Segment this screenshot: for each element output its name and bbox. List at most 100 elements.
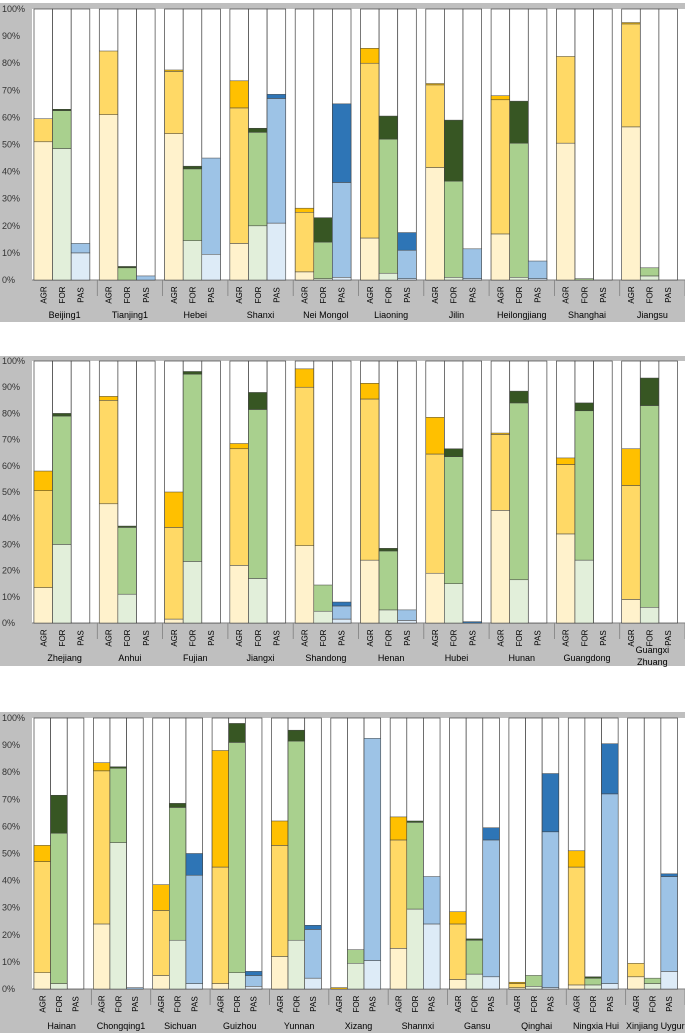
y-tick-label: 100% (2, 713, 25, 723)
bar-segment-for (509, 277, 529, 281)
bar-label-agr: AGR (301, 629, 310, 647)
bar-label-agr: AGR (454, 995, 463, 1013)
y-tick-label: 60% (2, 461, 20, 471)
bar-segment-agr (568, 984, 586, 990)
bar-segment-for (228, 723, 246, 743)
bar-label-for: FOR (384, 629, 393, 646)
bar-segment-pas (245, 986, 263, 990)
province-label: Xinjiang Uygur (626, 1021, 685, 1031)
bar-outline-for (584, 717, 602, 990)
bar-segment-agr (152, 975, 170, 990)
bar-segment-pas (601, 743, 619, 795)
bar-segment-for (347, 963, 365, 990)
province-label: Shandong (305, 653, 346, 663)
bar-segment-for (182, 371, 203, 375)
y-tick-label: 80% (2, 767, 20, 777)
bar-outline-pas (136, 360, 156, 624)
bar-label-for: FOR (589, 995, 598, 1012)
bar-outline-pas (244, 717, 263, 990)
bar-segment-for (52, 148, 72, 281)
bar-segment-for (117, 266, 137, 269)
bar-segment-pas (201, 157, 221, 255)
bar-segment-agr (229, 443, 249, 450)
bar-label-for: FOR (189, 286, 198, 303)
bar-segment-agr (490, 432, 510, 435)
bar-label-for: FOR (580, 286, 589, 303)
bar-segment-agr (360, 398, 380, 561)
bar-segment-agr (164, 133, 184, 281)
bar-segment-for (640, 377, 660, 406)
y-tick-label: 90% (2, 31, 20, 41)
bar-segment-agr (621, 485, 641, 600)
bar-label-for: FOR (233, 995, 242, 1012)
bar-segment-agr (164, 71, 184, 134)
bar-label-agr: AGR (394, 995, 403, 1013)
bar-segment-agr (99, 114, 119, 281)
bar-segment-agr (164, 527, 184, 620)
bar-segment-for (525, 986, 543, 990)
y-tick-label: 70% (2, 435, 20, 445)
bar-segment-for (465, 939, 484, 975)
bar-label-agr: AGR (98, 995, 107, 1013)
bar-label-agr: AGR (562, 629, 571, 647)
y-tick-label: 100% (2, 4, 25, 14)
chart-row-1: 0% 10% 20% 30% 40% 50% 60% 70% 80% 90% 100% AGR FOR P… (0, 3, 685, 322)
bar-segment-agr (627, 976, 645, 990)
bar-label-for: FOR (450, 286, 459, 303)
bar-segment-agr (152, 884, 170, 911)
bar-segment-pas (126, 987, 144, 990)
province-label: Chongqing1 (97, 1021, 146, 1031)
bar-segment-agr (389, 816, 408, 841)
bar-label-agr: AGR (301, 286, 310, 304)
bar-segment-for (287, 740, 305, 941)
bar-segment-pas (660, 971, 678, 990)
bar-segment-pas (397, 609, 417, 621)
bar-segment-for (378, 272, 398, 281)
bar-segment-agr (229, 448, 249, 566)
bar-segment-for (169, 803, 187, 808)
y-tick-label: 60% (2, 112, 20, 122)
bar-label-pas: PAS (309, 996, 318, 1011)
bar-label-for: FOR (55, 995, 64, 1012)
bar-segment-for (182, 561, 203, 624)
bar-label-pas: PAS (272, 630, 281, 645)
chart-row-3: 0% 10% 20% 30% 40% 50% 60% 70% 80% 90% 100% AGR FOR P… (0, 712, 685, 1033)
bar-segment-agr (33, 118, 53, 143)
bar-segment-for (644, 977, 662, 984)
bar-segment-agr (490, 233, 510, 281)
bar-segment-agr (556, 457, 576, 465)
bar-segment-agr (33, 972, 51, 990)
bar-label-for: FOR (646, 629, 655, 646)
y-tick-label: 70% (2, 85, 20, 95)
province-group: AGR FOR PAS Chongqing1 (93, 717, 152, 1031)
province-label: Xizang (345, 1021, 373, 1031)
province-group: AGR FOR PAS Shandong (294, 360, 359, 663)
bar-segment-agr (33, 470, 53, 491)
bar-segment-pas (332, 618, 352, 624)
bar-segment-for (248, 225, 268, 281)
bar-segment-pas (482, 976, 500, 990)
bar-segment-for (50, 983, 68, 990)
province-group: AGR FOR PAS Shannxi (389, 717, 448, 1031)
bar-segment-for (52, 110, 72, 149)
bar-label-pas: PAS (599, 630, 608, 645)
bar-outline-for (574, 8, 594, 281)
bar-segment-for (406, 820, 424, 823)
bar-segment-for (117, 593, 137, 624)
bar-segment-pas (423, 876, 441, 925)
bar-label-for: FOR (123, 286, 132, 303)
bar-segment-for (50, 832, 68, 984)
province-label: Heilongjiang (497, 310, 547, 320)
bar-segment-for (52, 413, 72, 417)
province-label: Guizhou (223, 1021, 257, 1031)
bar-segment-agr (449, 923, 467, 980)
province-label: Shannxi (402, 1021, 435, 1031)
bar-segment-agr (164, 618, 184, 624)
chart-row-2: 0% 10% 20% 30% 40% 50% 60% 70% 80% 90% 100% AGR FOR P… (0, 356, 685, 667)
bar-label-agr: AGR (235, 286, 244, 304)
bar-segment-for (228, 972, 246, 990)
bar-segment-agr (294, 368, 315, 388)
bar-segment-for (574, 559, 594, 624)
bar-segment-agr (211, 983, 229, 990)
